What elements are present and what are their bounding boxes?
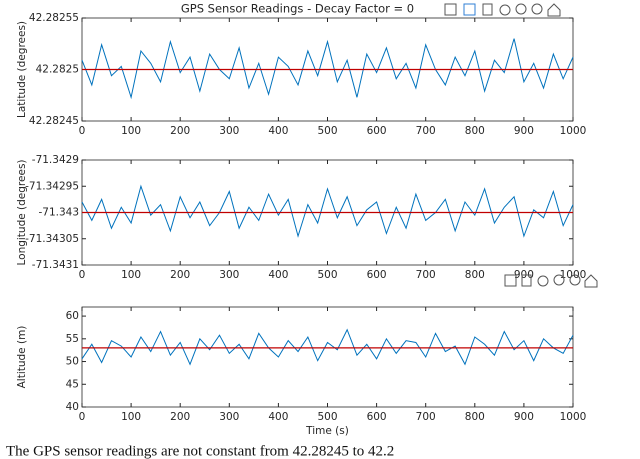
caption: The GPS sensor readings are not constant… <box>6 443 394 459</box>
y-tick-label: -71.3429 <box>32 154 79 166</box>
y-tick-label: 50 <box>66 356 79 368</box>
toolbar-icon[interactable] <box>499 4 511 16</box>
x-tick-label: 300 <box>219 125 239 137</box>
x-tick-label: 500 <box>317 411 337 423</box>
y-tick-label: 60 <box>66 310 79 322</box>
x-tick-label: 800 <box>465 269 485 281</box>
y-tick-label: 55 <box>66 333 79 345</box>
toolbar-icon[interactable] <box>531 3 543 15</box>
toolbar-icon[interactable] <box>482 3 493 16</box>
data-line <box>81 38 574 100</box>
x-tick-label: 100 <box>121 411 141 423</box>
y-tick-label: 42.28255 <box>29 12 79 24</box>
x-tick-label: 600 <box>367 125 387 137</box>
y-tick-label: -71.343 <box>38 207 79 219</box>
x-tick-label: 900 <box>514 411 534 423</box>
toolbar-icon[interactable] <box>553 274 565 286</box>
x-axis-label: Time (s) <box>305 425 349 437</box>
x-tick-label: 1000 <box>560 125 587 137</box>
toolbar-icon[interactable] <box>515 3 527 15</box>
toolbar-icon[interactable] <box>504 274 517 287</box>
x-tick-label: 200 <box>170 411 190 423</box>
x-tick-label: 1000 <box>560 411 587 423</box>
x-tick-label: 400 <box>268 269 288 281</box>
y-tick-label: 45 <box>66 378 79 390</box>
y-tick-label: 42.28245 <box>29 115 79 127</box>
x-tick-label: 200 <box>170 269 190 281</box>
y-axis-label: Latitude (degrees) <box>16 21 28 118</box>
chart-title: GPS Sensor Readings - Decay Factor = 0 <box>181 2 414 16</box>
x-tick-label: 300 <box>219 411 239 423</box>
data-line <box>81 184 574 238</box>
y-tick-label: 42.2825 <box>36 64 79 76</box>
x-tick-label: 900 <box>514 125 534 137</box>
x-tick-label: 600 <box>367 269 387 281</box>
toolbar-icon[interactable] <box>569 274 581 286</box>
toolbar-top[interactable] <box>444 3 561 17</box>
x-tick-label: 200 <box>170 125 190 137</box>
toolbar-icon[interactable] <box>547 3 561 17</box>
plot-area <box>81 306 574 408</box>
x-tick-label: 800 <box>465 125 485 137</box>
y-axis-label: Longitude (degrees) <box>16 159 28 265</box>
x-tick-label: 400 <box>268 411 288 423</box>
y-tick-label: -71.3431 <box>32 259 79 271</box>
y-axis-label: Altitude (m) <box>16 326 28 389</box>
x-tick-label: 500 <box>317 125 337 137</box>
toolbar-icon[interactable] <box>444 3 457 16</box>
toolbar-icon[interactable] <box>537 275 549 287</box>
x-tick-label: 100 <box>121 269 141 281</box>
x-tick-label: 300 <box>219 269 239 281</box>
x-tick-label: 400 <box>268 125 288 137</box>
x-tick-label: 0 <box>79 125 86 137</box>
x-tick-label: 700 <box>416 125 436 137</box>
x-tick-label: 500 <box>317 269 337 281</box>
y-tick-label: -71.34305 <box>25 233 79 245</box>
x-tick-label: 800 <box>465 411 485 423</box>
y-tick-label: 40 <box>66 401 79 413</box>
x-tick-label: 700 <box>416 269 436 281</box>
data-line <box>81 328 574 366</box>
toolbar-icon[interactable] <box>584 274 598 288</box>
toolbar-icon[interactable] <box>521 274 532 287</box>
x-tick-label: 600 <box>367 411 387 423</box>
toolbar-icon[interactable] <box>463 3 476 16</box>
x-tick-label: 0 <box>79 269 86 281</box>
x-tick-label: 0 <box>79 411 86 423</box>
y-tick-label: -71.34295 <box>25 180 79 192</box>
toolbar-middle[interactable] <box>504 274 598 288</box>
x-tick-label: 700 <box>416 411 436 423</box>
x-tick-label: 100 <box>121 125 141 137</box>
